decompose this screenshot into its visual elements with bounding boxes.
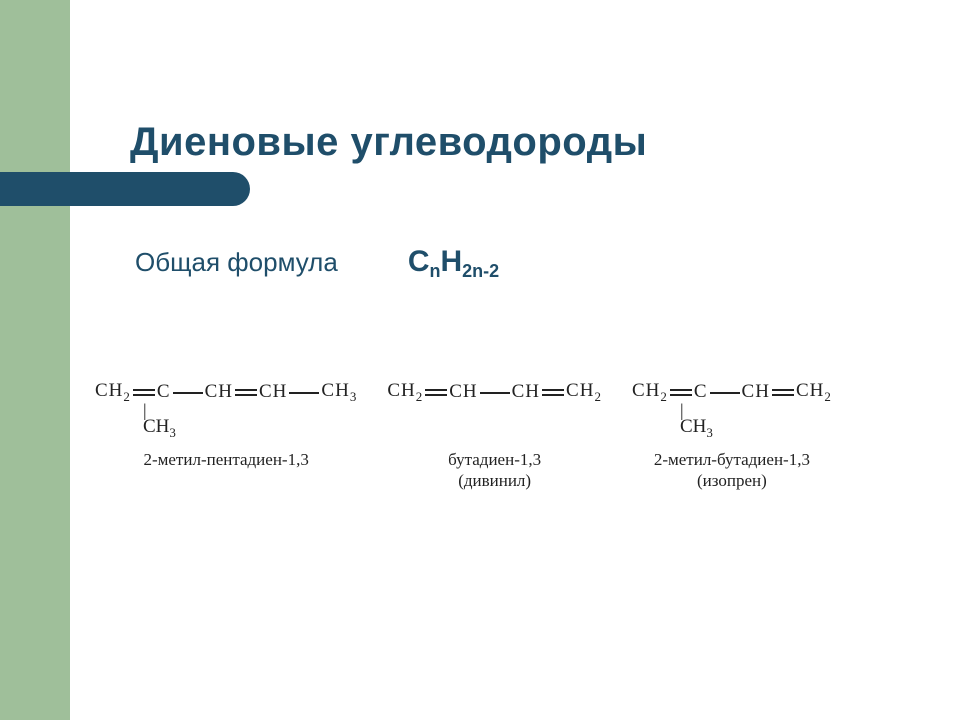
structure-name: бутадиен-1,3 (дивинил): [387, 449, 602, 492]
branch: | CH3: [95, 403, 357, 439]
structure-pentadiene: CH2 C CH CH CH3 | CH3 2-метил-пентадиен-…: [95, 380, 357, 491]
formula-row: Общая формула CnH2n-2: [135, 245, 499, 279]
single-bond: [173, 386, 203, 398]
single-bond: [710, 386, 740, 398]
formula-sub1: n: [429, 261, 440, 281]
double-bond: [772, 386, 794, 398]
general-formula: CnH2n-2: [408, 245, 499, 279]
branch-group: CH3: [143, 416, 176, 437]
formula-base2: H: [440, 245, 462, 278]
formula-base1: C: [408, 245, 430, 278]
double-bond: [542, 386, 564, 398]
chain: CH2 CH CH CH2: [387, 380, 602, 405]
structure-isoprene: CH2 C CH CH2 | CH3 2-метил-бутадиен-1,3 …: [632, 380, 832, 491]
branch: | CH3: [632, 403, 832, 439]
title-accent-bar: [0, 172, 250, 206]
double-bond: [133, 386, 155, 398]
double-bond: [235, 386, 257, 398]
structure-butadiene: CH2 CH CH CH2 | CH3 бутадиен-1,3 (дивини…: [387, 380, 602, 491]
single-bond: [289, 386, 319, 398]
structure-name: 2-метил-бутадиен-1,3 (изопрен): [632, 449, 832, 492]
structure-name: 2-метил-пентадиен-1,3: [95, 449, 357, 470]
slide-title: Диеновые углеводороды: [130, 120, 647, 165]
formula-sub2: 2n-2: [462, 261, 499, 281]
chain: CH2 C CH CH2: [632, 380, 832, 405]
branch-group: CH3: [680, 416, 713, 437]
double-bond: [425, 386, 447, 398]
single-bond: [480, 386, 510, 398]
sidebar-accent: [0, 0, 70, 720]
formula-label: Общая формула: [135, 247, 338, 278]
double-bond: [670, 386, 692, 398]
chain: CH2 C CH CH CH3: [95, 380, 357, 405]
structures-row: CH2 C CH CH CH3 | CH3 2-метил-пентадиен-…: [95, 380, 935, 491]
